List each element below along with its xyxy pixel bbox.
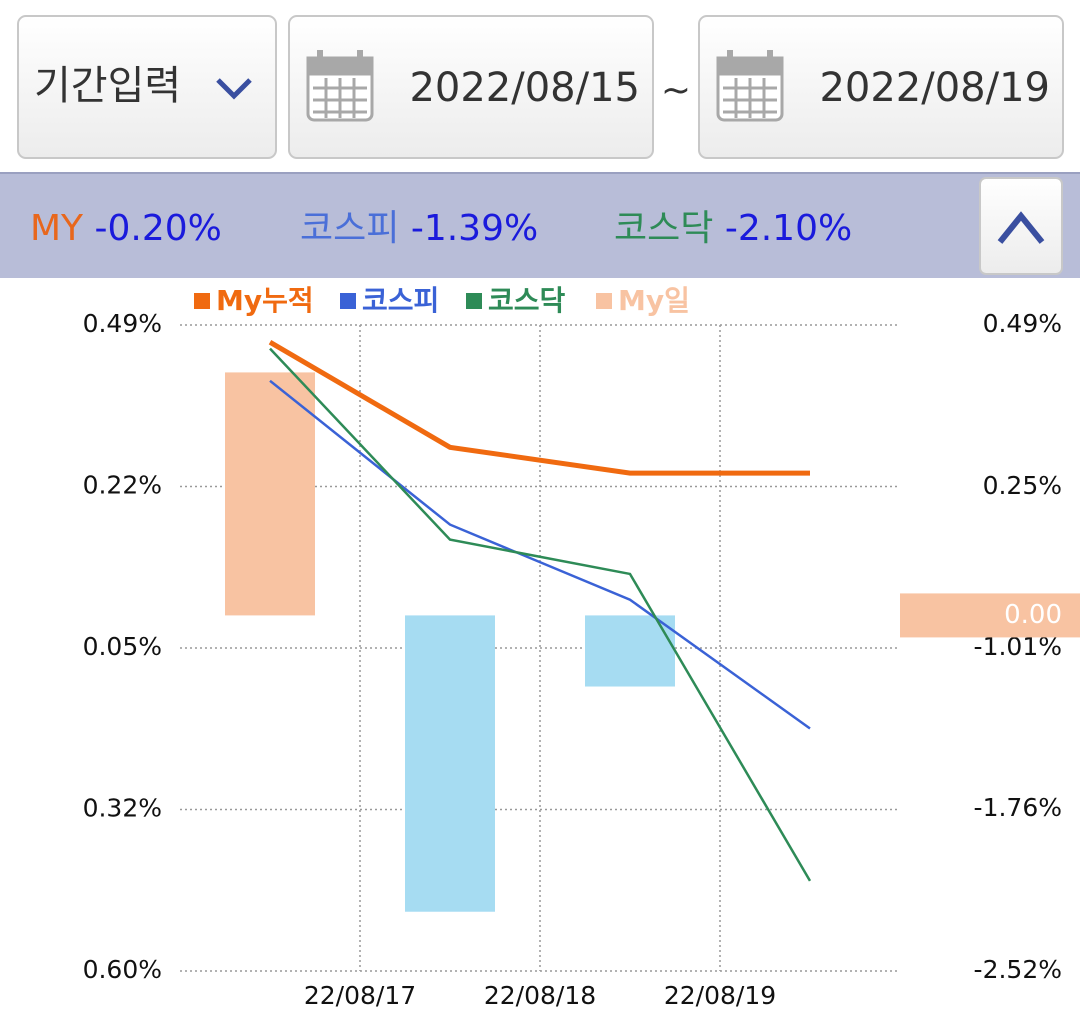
y-tick-label: 0.60% xyxy=(83,955,162,984)
start-date-button[interactable] xyxy=(288,15,654,159)
dropdown-icon xyxy=(216,78,252,100)
start-date: 2022/08/15 xyxy=(409,65,640,111)
x-tick-label: 22/08/17 xyxy=(304,981,416,1010)
legend-swatch xyxy=(340,293,356,309)
y-tick-label: 0.22% xyxy=(83,471,162,500)
legend-label: My일 xyxy=(618,284,690,317)
bar xyxy=(225,372,315,616)
x-tick-label: 22/08/18 xyxy=(484,981,596,1010)
summary-value: -2.10% xyxy=(725,208,852,249)
date-separator: ~ xyxy=(661,70,691,111)
summary-name: MY xyxy=(30,208,84,249)
x-tick-label: 22/08/19 xyxy=(664,981,776,1010)
summary-my: MY -0.20% xyxy=(30,208,222,249)
legend-swatch xyxy=(466,293,482,309)
summary-name: 코스피 xyxy=(300,208,399,249)
legend-swatch xyxy=(596,293,612,309)
line xyxy=(268,340,810,476)
bar xyxy=(405,615,495,912)
summary-kosdaq: 코스닥 -2.10% xyxy=(614,208,852,249)
summary-value: -0.20% xyxy=(95,208,222,249)
legend-label: 코스피 xyxy=(362,284,439,317)
period-label: 기간입력 xyxy=(34,63,181,109)
y-tick-label: 0.32% xyxy=(83,794,162,823)
summary-name: 코스닥 xyxy=(614,208,713,249)
legend-label: My누적 xyxy=(216,284,314,317)
y-tick-label: 0.05% xyxy=(83,632,162,661)
value-label-bg xyxy=(900,593,1080,638)
line xyxy=(269,347,812,882)
calendar-icon xyxy=(716,50,784,122)
y2-tick-label: 0.49% xyxy=(983,309,1062,338)
summary-bar xyxy=(0,172,1080,278)
y-tick-label: 0.49% xyxy=(83,309,162,338)
value-label: 0.00 xyxy=(1004,600,1062,630)
end-date: 2022/08/19 xyxy=(819,65,1050,111)
y2-tick-label: -1.76% xyxy=(974,793,1062,822)
legend-swatch xyxy=(194,293,210,309)
end-date-button[interactable] xyxy=(698,15,1064,159)
y2-tick-label: 0.25% xyxy=(983,471,1062,500)
calendar-icon xyxy=(306,50,374,122)
period-button[interactable] xyxy=(17,15,277,159)
y2-tick-label: -2.52% xyxy=(974,955,1062,984)
chart: 0.49%0.22%0.05%0.32%0.60%0.49%0.25%-1.01… xyxy=(83,284,1080,1010)
collapse-icon xyxy=(997,211,1045,244)
legend-label: 코스닥 xyxy=(488,284,566,317)
summary-value: -1.39% xyxy=(411,208,538,249)
summary-kospi: 코스피 -1.39% xyxy=(300,208,538,249)
collapse-button[interactable] xyxy=(979,177,1063,275)
line xyxy=(269,379,811,730)
